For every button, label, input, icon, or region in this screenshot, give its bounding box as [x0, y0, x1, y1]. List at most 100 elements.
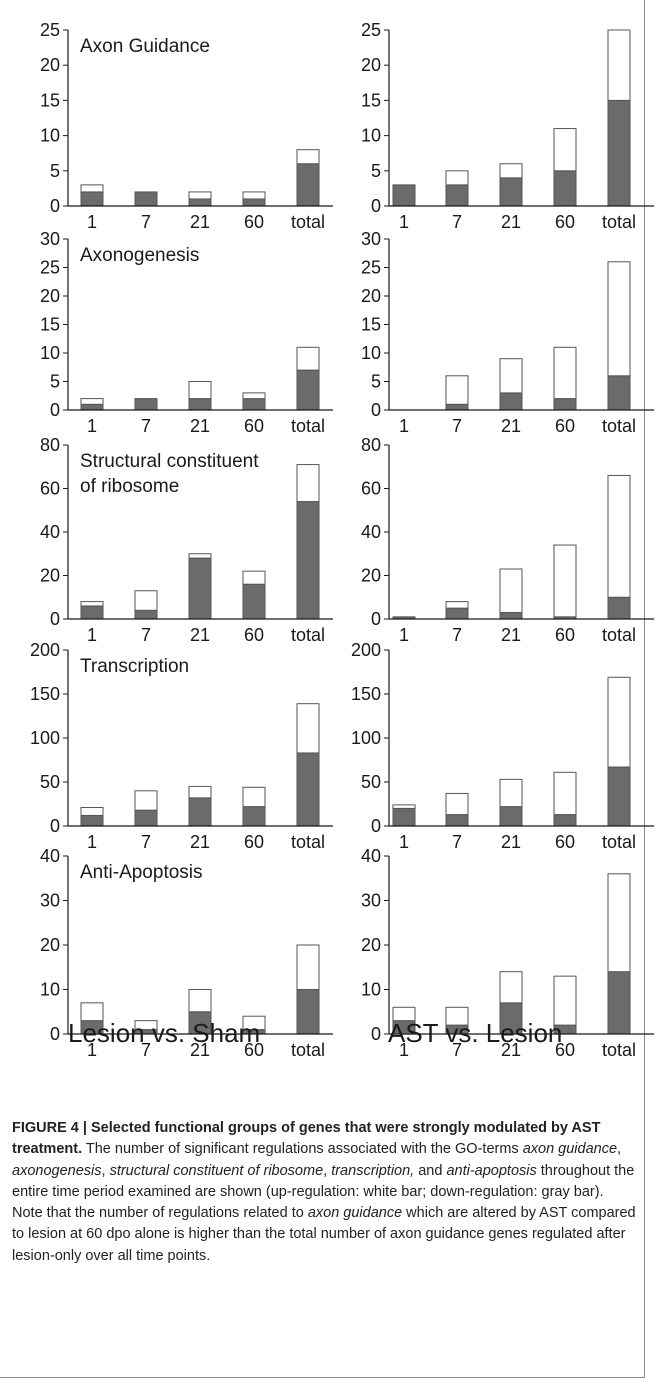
- chart-3-y-tick-label: 5: [50, 372, 60, 392]
- chart-7-y-tick-label: 200: [30, 640, 60, 660]
- chart-4-bar-up-total: [607, 261, 631, 377]
- chart-7-bar-up-21: [188, 785, 212, 799]
- chart-1-y-tick-label: 0: [50, 196, 60, 216]
- chart-3-x-tick-label: 21: [190, 416, 210, 436]
- chart-1-bar-up-60: [242, 191, 266, 200]
- chart-5-bar-down-60: [242, 583, 266, 620]
- chart-3-bar-down-total: [296, 369, 320, 411]
- chart-7-bar-up-7: [134, 790, 158, 811]
- chart-10-y-tick-label: 0: [371, 1024, 381, 1044]
- chart-7-bar-up-60: [242, 786, 266, 808]
- chart-9-bar-up-1: [80, 1002, 104, 1022]
- chart-7-bar-down-total: [296, 752, 320, 827]
- chart-9-bar-up-7: [134, 1020, 158, 1031]
- chart-8-bar-down-21: [499, 806, 523, 827]
- chart-8-y-tick-label: 100: [351, 728, 381, 748]
- chart-8-bar-up-7: [445, 792, 469, 816]
- chart-2-bar-up-total: [607, 29, 631, 101]
- chart-4-y-tick-label: 20: [361, 286, 381, 306]
- chart-4-x-tick-label: 7: [452, 416, 462, 436]
- chart-8-bar-down-7: [445, 814, 469, 827]
- chart-2-y-tick-label: 20: [361, 55, 381, 75]
- chart-9-x-tick-label: 60: [244, 1040, 264, 1060]
- figure-frame: [0, 0, 645, 1378]
- caption-text-7: which are altered by AST compared to les…: [12, 1205, 636, 1264]
- figure-caption: FIGURE 4 | Selected functional groups of…: [12, 1118, 637, 1267]
- chart-2-bar-down-total: [607, 99, 631, 207]
- chart-1-y-tick-label: 15: [40, 90, 60, 110]
- chart-1-x-tick-label: 60: [244, 212, 264, 232]
- chart-4-y-tick-label: 10: [361, 343, 381, 363]
- chart-9-bar-up-60: [242, 1015, 266, 1031]
- chart-5-bar-down-total: [296, 501, 320, 620]
- chart-1-bar-down-1: [80, 191, 104, 207]
- chart-7-x-tick-label: 21: [190, 832, 210, 852]
- chart-4-bar-down-total: [607, 375, 631, 411]
- chart-1-title: Axon Guidance: [80, 36, 210, 57]
- chart-2-bar-up-7: [445, 170, 469, 186]
- chart-6-bar-up-21: [499, 568, 523, 613]
- chart-4-bar-down-7: [445, 403, 469, 411]
- chart-5-title-line-2: of ribosome: [80, 476, 179, 497]
- chart-6-x-tick-label: 60: [555, 625, 575, 645]
- chart-2-bar-up-60: [553, 128, 577, 172]
- chart-9-bar-down-total: [296, 989, 320, 1035]
- chart-2-y-tick-label: 10: [361, 126, 381, 146]
- chart-3-x-tick-label: 60: [244, 416, 264, 436]
- chart-10-bar-down-total: [607, 971, 631, 1035]
- chart-6-x-tick-label: 21: [501, 625, 521, 645]
- chart-5-title-line-1: Structural constituent: [80, 451, 259, 472]
- chart-2-bar-up-21: [499, 163, 523, 179]
- chart-1-x-tick-label: 21: [190, 212, 210, 232]
- chart-5-x-tick-label: 1: [87, 625, 97, 645]
- chart-3-y-tick-label: 20: [40, 286, 60, 306]
- chart-2-bar-down-1: [392, 184, 416, 207]
- chart-5-y-tick-label: 80: [40, 435, 60, 455]
- chart-7-bar-down-7: [134, 809, 158, 827]
- chart-5-bar-up-1: [80, 601, 104, 607]
- chart-8-y-tick-label: 200: [351, 640, 381, 660]
- chart-9-x-tick-label: total: [291, 1040, 325, 1060]
- chart-9-bar-up-total: [296, 944, 320, 990]
- chart-7-bar-down-1: [80, 814, 104, 827]
- chart-10-y-tick-label: 20: [361, 935, 381, 955]
- chart-3-x-tick-label: 7: [141, 416, 151, 436]
- chart-2-y-tick-label: 25: [361, 20, 381, 40]
- chart-2-bar-down-21: [499, 177, 523, 207]
- chart-5-bar-down-7: [134, 609, 158, 620]
- chart-3-bar-up-1: [80, 398, 104, 405]
- chart-6-x-tick-label: 7: [452, 625, 462, 645]
- chart-1-x-tick-label: 1: [87, 212, 97, 232]
- chart-1-x-tick-label: 7: [141, 212, 151, 232]
- chart-5-bar-up-60: [242, 570, 266, 585]
- chart-1-y-tick-label: 20: [40, 55, 60, 75]
- chart-4-x-tick-label: 1: [399, 416, 409, 436]
- caption-term-6: axon guidance: [307, 1205, 403, 1222]
- chart-10-bar-up-total: [607, 873, 631, 973]
- chart-4-y-tick-label: 15: [361, 315, 381, 335]
- caption-text-2: ,: [617, 1141, 622, 1158]
- chart-5-bar-up-total: [296, 464, 320, 503]
- chart-7-title: Transcription: [80, 656, 189, 677]
- left-column-label: Lesion vs. Sham: [68, 1018, 261, 1048]
- chart-5-x-tick-label: total: [291, 625, 325, 645]
- chart-9-y-tick-label: 0: [50, 1024, 60, 1044]
- chart-4-y-tick-label: 25: [361, 258, 381, 278]
- chart-9-x-tick-label: 21: [190, 1040, 210, 1060]
- chart-3-x-tick-label: 1: [87, 416, 97, 436]
- chart-6-x-tick-label: 1: [399, 625, 409, 645]
- chart-6-y-tick-label: 40: [361, 522, 381, 542]
- chart-7-x-tick-label: 60: [244, 832, 264, 852]
- chart-6-bar-down-21: [499, 611, 523, 620]
- chart-9-bar-up-21: [188, 989, 212, 1013]
- chart-10-bar-up-1: [392, 1006, 416, 1022]
- chart-2-y-tick-label: 0: [371, 196, 381, 216]
- chart-1-bar-up-21: [188, 191, 212, 200]
- chart-8-y-tick-label: 150: [351, 684, 381, 704]
- chart-7-bar-up-total: [296, 703, 320, 754]
- chart-8-x-tick-label: 21: [501, 832, 521, 852]
- chart-9-x-tick-label: 1: [87, 1040, 97, 1060]
- chart-8-bar-up-21: [499, 778, 523, 808]
- chart-10-bar-up-7: [445, 1006, 469, 1026]
